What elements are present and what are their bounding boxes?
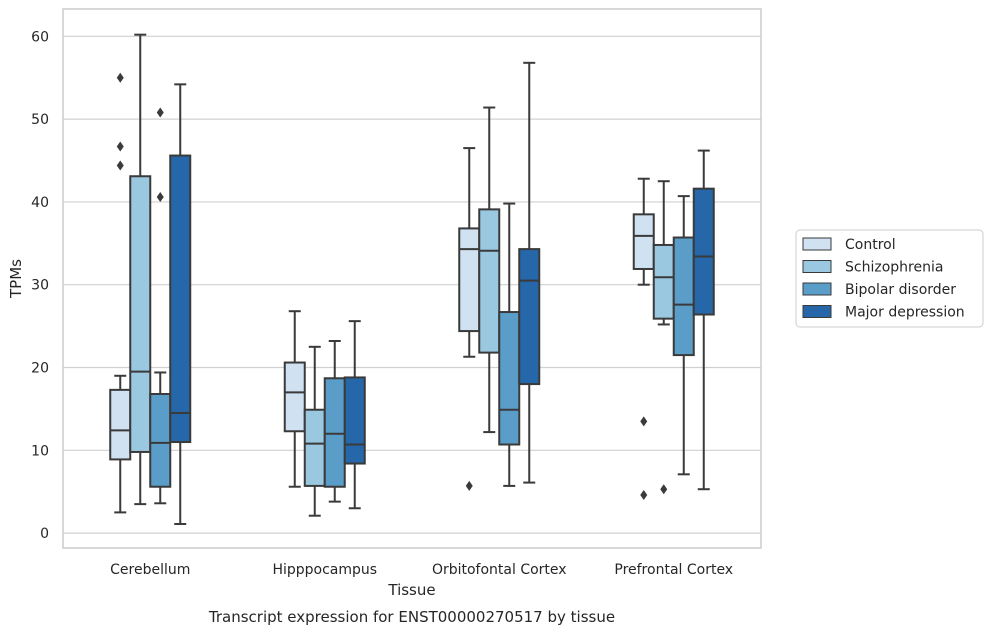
legend-label: Bipolar disorder (845, 282, 956, 298)
box-control (632, 177, 655, 501)
y-tick-labels: 0 10 20 30 40 50 60 (31, 29, 49, 542)
box-bipolar-disorder (672, 195, 695, 476)
box-control (283, 310, 306, 488)
y-tick-label: 30 (31, 278, 49, 294)
outlier-point (660, 484, 668, 495)
iqr-box (632, 213, 655, 270)
box-schizophrenia (652, 180, 675, 495)
iqr-box (498, 311, 521, 446)
chart-caption: Transcript expression for ENST0000027051… (208, 608, 615, 626)
legend-item: Schizophrenia (802, 260, 943, 276)
box-major-depression (518, 61, 541, 484)
y-tick-label: 40 (31, 195, 49, 211)
plot-frame (62, 8, 762, 549)
legend-frame (795, 229, 984, 328)
y-tick-label: 60 (31, 29, 49, 45)
iqr-box (458, 227, 481, 333)
outlier-point (156, 191, 164, 202)
iqr-box (149, 393, 172, 488)
legend-swatch (802, 305, 832, 318)
outlier-point (465, 480, 473, 491)
box-major-depression (343, 320, 366, 510)
y-tick-label: 50 (31, 112, 49, 128)
y-axis-label: TPMs (7, 259, 25, 299)
outlier-point (116, 160, 124, 171)
y-tick-label: 0 (40, 526, 49, 542)
box-schizophrenia (478, 106, 501, 434)
iqr-box (323, 377, 346, 488)
x-axis-label: Tissue (387, 581, 435, 599)
iqr-box (129, 175, 152, 453)
iqr-box (303, 408, 326, 487)
x-tick-label: Prefrontal Cortex (614, 562, 733, 578)
box-major-depression (692, 149, 715, 491)
box-bipolar-disorder (498, 202, 521, 487)
iqr-box (109, 388, 132, 461)
x-tick-label: Cerebellum (110, 562, 190, 578)
legend: Control Schizophrenia Bipolar disorder Majo… (795, 229, 984, 328)
iqr-box (652, 243, 675, 320)
legend-swatch (802, 282, 832, 296)
box-series (109, 33, 715, 525)
y-tick-label: 20 (31, 361, 49, 377)
outlier-point (640, 416, 648, 427)
legend-swatch (802, 260, 832, 273)
legend-swatch (802, 237, 832, 251)
legend-item: Control (802, 237, 896, 253)
x-tick-labels: Cerebellum Hipppocampus Orbitofontal Corte… (110, 562, 733, 578)
x-tick-label: Orbitofontal Cortex (432, 562, 567, 578)
legend-label: Control (845, 237, 896, 253)
box-control (458, 147, 481, 491)
iqr-box (518, 248, 541, 386)
iqr-box (283, 361, 306, 433)
box-control (109, 72, 132, 514)
legend-label: Schizophrenia (845, 260, 943, 276)
box-bipolar-disorder (149, 107, 172, 505)
outlier-point (116, 141, 124, 152)
box-major-depression (169, 83, 192, 525)
outlier-point (116, 72, 124, 83)
iqr-box (478, 208, 501, 354)
legend-item: Major depression (802, 305, 965, 321)
outlier-point (156, 107, 164, 118)
outlier-point (640, 490, 648, 501)
legend-item: Bipolar disorder (802, 282, 956, 298)
iqr-box (672, 236, 695, 357)
y-tick-label: 10 (31, 443, 49, 459)
iqr-box (169, 154, 192, 444)
box-schizophrenia (129, 33, 152, 506)
box-schizophrenia (303, 345, 326, 517)
legend-label: Major depression (845, 305, 965, 321)
box-bipolar-disorder (323, 340, 346, 503)
iqr-box (343, 376, 366, 465)
iqr-box (692, 187, 715, 316)
x-tick-label: Hipppocampus (272, 562, 377, 578)
